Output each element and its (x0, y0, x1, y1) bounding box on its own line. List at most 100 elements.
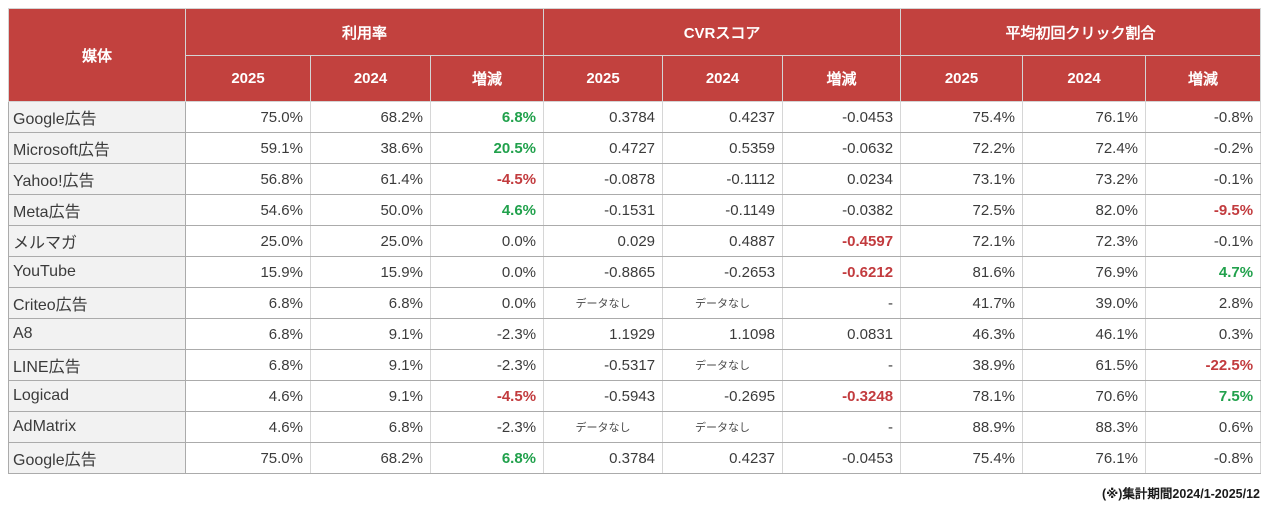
value-cell: 6.8% (310, 287, 431, 319)
value-cell-up: 4.6% (429, 194, 545, 226)
value-cell: -0.5943 (543, 380, 664, 412)
value-cell: -2.3% (429, 318, 545, 350)
value-cell: 75.0% (185, 442, 311, 474)
value-cell-nodata: データなし (662, 349, 784, 381)
media-name-cell: YouTube (8, 256, 186, 288)
media-name-cell: Yahoo!広告 (8, 163, 186, 195)
media-name-cell: Logicad (8, 380, 186, 412)
value-cell-nodata: データなし (662, 411, 784, 443)
value-cell: -0.1112 (662, 163, 784, 195)
table-row: Yahoo!広告 56.8% 61.4% -4.5% -0.0878 -0.1112 0.0… (8, 163, 1262, 195)
value-cell: 6.8% (185, 287, 311, 319)
subcol-usage-2025: 2025 (185, 55, 311, 102)
value-cell: 0.0831 (782, 318, 902, 350)
value-cell: 0.4237 (662, 101, 784, 133)
value-cell: 72.1% (900, 225, 1024, 257)
value-cell-up: 7.5% (1145, 380, 1262, 412)
value-cell: 78.1% (900, 380, 1024, 412)
value-cell: 72.3% (1022, 225, 1147, 257)
value-cell: 88.3% (1022, 411, 1147, 443)
value-cell: -0.1% (1145, 163, 1262, 195)
value-cell: 9.1% (310, 349, 431, 381)
value-cell: -0.2% (1145, 132, 1262, 164)
table-row: AdMatrix 4.6% 6.8% -2.3% データなし データなし -88.9% 88.… (8, 411, 1262, 443)
value-cell: 0.4727 (543, 132, 664, 164)
value-cell: 1.1929 (543, 318, 664, 350)
value-cell: 6.8% (185, 349, 311, 381)
value-cell: -0.0382 (782, 194, 902, 226)
value-cell: 88.9% (900, 411, 1024, 443)
subcol-click-change: 増減 (1145, 55, 1262, 102)
value-cell: - (782, 287, 902, 319)
value-cell: 15.9% (185, 256, 311, 288)
value-cell: -0.1149 (662, 194, 784, 226)
subcol-usage-change: 増減 (429, 55, 545, 102)
value-cell: 9.1% (310, 318, 431, 350)
value-cell: 72.5% (900, 194, 1024, 226)
media-name-cell: Criteo広告 (8, 287, 186, 319)
value-cell-down: -0.4597 (782, 225, 902, 257)
subcol-click-2024: 2024 (1022, 55, 1147, 102)
value-cell: 76.1% (1022, 442, 1147, 474)
group-header-cvr-score: CVRスコア (543, 8, 902, 56)
value-cell: -0.0878 (543, 163, 664, 195)
value-cell: -0.5317 (543, 349, 664, 381)
value-cell: 0.3784 (543, 442, 664, 474)
value-cell: -0.0453 (782, 101, 902, 133)
value-cell: - (782, 349, 902, 381)
value-cell: 61.5% (1022, 349, 1147, 381)
value-cell-down: -4.5% (429, 163, 545, 195)
table-body: Google広告 75.0% 68.2% 6.8% 0.3784 0.4237 -0.045… (8, 101, 1262, 474)
value-cell: 41.7% (900, 287, 1024, 319)
value-cell: 68.2% (310, 442, 431, 474)
value-cell: 75.4% (900, 101, 1024, 133)
subcol-cvr-change: 増減 (782, 55, 902, 102)
value-cell: 46.1% (1022, 318, 1147, 350)
value-cell: -2.3% (429, 349, 545, 381)
value-cell: 46.3% (900, 318, 1024, 350)
table-row: Microsoft広告 59.1% 38.6% 20.5% 0.4727 0.5359 -0… (8, 132, 1262, 164)
value-cell: 25.0% (310, 225, 431, 257)
media-name-cell: A8 (8, 318, 186, 350)
value-cell: -0.2695 (662, 380, 784, 412)
value-cell: -0.8865 (543, 256, 664, 288)
media-name-cell: Microsoft広告 (8, 132, 186, 164)
value-cell: 73.1% (900, 163, 1024, 195)
media-name-cell: AdMatrix (8, 411, 186, 443)
value-cell: 0.5359 (662, 132, 784, 164)
value-cell: 4.6% (185, 380, 311, 412)
value-cell: 76.1% (1022, 101, 1147, 133)
table-row: メルマガ 25.0% 25.0% 0.0% 0.029 0.4887 -0.4597 72.1… (8, 225, 1262, 257)
value-cell: 0.3784 (543, 101, 664, 133)
table-header: 媒体 利用率 CVRスコア 平均初回クリック割合 2025 2024 増減 20… (8, 8, 1262, 102)
value-cell: 72.2% (900, 132, 1024, 164)
value-cell-down: -4.5% (429, 380, 545, 412)
value-cell: 61.4% (310, 163, 431, 195)
footnote: (※)集計期間2024/1-2025/12 (1101, 487, 1260, 501)
value-cell: 15.9% (310, 256, 431, 288)
value-cell: 59.1% (185, 132, 311, 164)
value-cell: 0.029 (543, 225, 664, 257)
table-row: A8 6.8% 9.1% -2.3% 1.1929 1.1098 0.0831 46.3% 46… (8, 318, 1262, 350)
value-cell: 75.4% (900, 442, 1024, 474)
value-cell: 0.0% (429, 287, 545, 319)
value-cell-nodata: データなし (543, 287, 664, 319)
value-cell-up: 6.8% (429, 442, 545, 474)
value-cell-up: 4.7% (1145, 256, 1262, 288)
value-cell: 72.4% (1022, 132, 1147, 164)
value-cell: 9.1% (310, 380, 431, 412)
value-cell: 6.8% (185, 318, 311, 350)
subcol-click-2025: 2025 (900, 55, 1024, 102)
value-cell: 56.8% (185, 163, 311, 195)
column-header-media: 媒体 (8, 8, 186, 102)
table-row: Logicad 4.6% 9.1% -4.5% -0.5943 -0.2695 -0.324… (8, 380, 1262, 412)
value-cell: 81.6% (900, 256, 1024, 288)
value-cell: 82.0% (1022, 194, 1147, 226)
value-cell: 4.6% (185, 411, 311, 443)
value-cell: 38.6% (310, 132, 431, 164)
value-cell: -0.1% (1145, 225, 1262, 257)
value-cell: 25.0% (185, 225, 311, 257)
table-row: YouTube 15.9% 15.9% 0.0% -0.8865 -0.2653 -0.62… (8, 256, 1262, 288)
value-cell: 1.1098 (662, 318, 784, 350)
